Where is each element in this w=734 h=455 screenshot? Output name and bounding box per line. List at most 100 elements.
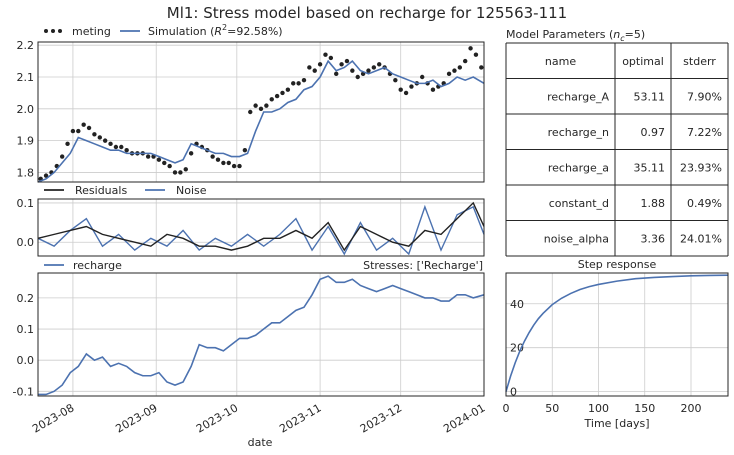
- observation-point: [328, 55, 334, 61]
- observation-point: [334, 71, 339, 77]
- table-cell: recharge_a: [548, 161, 609, 174]
- observation-point: [301, 77, 307, 83]
- observation-point: [350, 68, 355, 73]
- legend-simulation-label: Simulation (R2=92.58%): [148, 23, 283, 38]
- observation-point: [339, 62, 344, 67]
- x-tick-label: 2023-08: [30, 401, 76, 435]
- recharge-line: [38, 275, 485, 396]
- observation-point: [398, 87, 403, 92]
- observation-point: [269, 97, 274, 102]
- observation-point: [221, 160, 226, 166]
- parameters-table-title: Model Parameters (nc=5): [506, 28, 645, 43]
- observation-point: [226, 160, 231, 166]
- observation-point: [420, 74, 425, 80]
- table-header-cell: optimal: [622, 55, 664, 68]
- step-response-axes: [505, 272, 729, 397]
- observation-point: [162, 160, 167, 166]
- observation-point: [462, 58, 468, 64]
- observation-point: [172, 170, 178, 175]
- observation-point: [264, 103, 269, 108]
- observation-point: [307, 65, 312, 70]
- step-response-line: [505, 274, 729, 392]
- observation-point: [366, 68, 371, 73]
- x-tick-label: 2023-10: [194, 401, 240, 435]
- observation-point: [479, 65, 484, 70]
- table-cell: 0.97: [641, 126, 666, 139]
- recharge-legend: recharge: [44, 259, 122, 272]
- recharge-panel: recharge Stresses: ['Recharge'] -0.1 0.0 0…: [13, 259, 488, 449]
- y-tick-label: 0.1: [17, 323, 35, 336]
- x-tick-label: 50: [545, 402, 559, 415]
- y-tick-label: 2.0: [17, 103, 35, 116]
- table-cell: noise_alpha: [544, 232, 609, 245]
- table-header-cell: stderr: [683, 55, 716, 68]
- table-cell: recharge_A: [547, 90, 609, 103]
- legend-meting-marker: [44, 29, 48, 33]
- table-cell: 0.49%: [687, 197, 722, 210]
- observation-point: [156, 157, 162, 162]
- observation-point: [393, 77, 398, 83]
- x-tick-label: 150: [634, 402, 655, 415]
- y-tick-label: -0.1: [13, 385, 34, 398]
- table-header-cell: name: [545, 55, 576, 68]
- y-tick-label: 0.0: [17, 236, 35, 249]
- observation-point: [409, 84, 414, 89]
- observation-point: [473, 52, 479, 57]
- observation-point: [183, 167, 188, 172]
- y-tick-label: 2.2: [17, 39, 35, 52]
- observation-point: [97, 135, 102, 140]
- x-tick-label: 200: [681, 402, 702, 415]
- observation-point: [317, 62, 323, 67]
- x-tick-label: 2023-09: [113, 401, 159, 435]
- observation-point: [65, 141, 70, 147]
- observation-point: [248, 109, 253, 115]
- stresses-annotation: Stresses: ['Recharge']: [363, 259, 483, 272]
- observation-point: [242, 147, 248, 153]
- observation-point: [210, 154, 215, 159]
- step-response-title: Step response: [578, 258, 657, 271]
- x-tick-label: 2023-11: [277, 401, 323, 435]
- observation-point: [119, 144, 124, 150]
- observation-point: [296, 81, 301, 86]
- legend-meting-marker: [58, 29, 62, 33]
- y-tick-label: 0.1: [17, 197, 35, 210]
- observation-point: [108, 141, 113, 147]
- observation-point: [76, 128, 81, 134]
- observation-point: [167, 163, 172, 169]
- observation-point: [258, 106, 264, 112]
- observation-point: [113, 144, 119, 150]
- observation-point: [403, 90, 409, 96]
- observation-point: [178, 170, 183, 175]
- y-tick-label: 0.2: [17, 292, 35, 305]
- legend-residuals-label: Residuals: [75, 184, 127, 197]
- residuals-legend: Residuals Noise: [44, 184, 207, 197]
- residuals-line: [37, 201, 485, 252]
- observation-point: [188, 151, 194, 156]
- legend-noise-label: Noise: [176, 184, 207, 197]
- observation-point: [237, 163, 242, 169]
- recharge-axes: [37, 272, 485, 397]
- parameters-table-panel: Model Parameters (nc=5) name optimal stder…: [505, 28, 729, 257]
- table-cell: 3.36: [641, 232, 666, 245]
- observation-point: [457, 65, 463, 70]
- observation-point: [280, 90, 285, 96]
- observation-point: [102, 138, 108, 143]
- table-cell: 23.93%: [680, 161, 722, 174]
- observation-point: [446, 71, 452, 77]
- figure-title: Ml1: Stress model based on recharge for …: [167, 4, 567, 22]
- observation-point: [344, 58, 350, 64]
- legend-meting-marker: [51, 29, 55, 33]
- residuals-panel: Residuals Noise 0.0 0.1: [17, 184, 485, 257]
- table-cell: 53.11: [634, 90, 666, 103]
- table-cell: 24.01%: [680, 232, 722, 245]
- table-cell: constant_d: [549, 197, 609, 210]
- observation-point: [124, 147, 129, 153]
- observation-point: [274, 93, 280, 99]
- observation-point: [231, 163, 237, 169]
- table-cell: recharge_n: [548, 126, 609, 139]
- observation-point: [43, 173, 49, 178]
- x-tick-label: 100: [588, 402, 609, 415]
- observation-point: [59, 154, 65, 159]
